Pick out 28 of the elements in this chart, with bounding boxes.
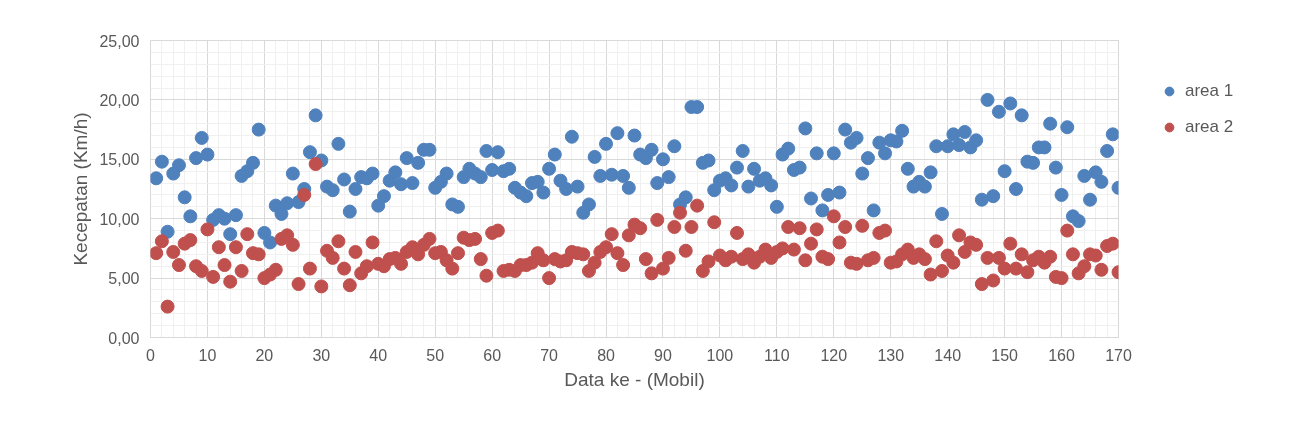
y-tick-label: 0,00 [108,329,140,347]
x-tick-label: 30 [312,346,331,364]
y-axis-title: Kecepatan (Km/h) [70,112,92,266]
x-tick-label: 70 [540,346,559,364]
x-tick-label: 0 [146,346,156,364]
x-axis-title: Data ke - (Mobil) [564,368,705,390]
x-tick-label: 60 [483,346,502,364]
y-tick-label: 20,00 [99,91,140,109]
y-tick-label: 5,00 [108,270,140,288]
legend-label: area 1 [1185,81,1234,101]
x-tick-label: 110 [764,346,790,364]
legend-label: area 2 [1185,117,1234,137]
x-tick-label: 120 [820,346,848,364]
x-tick-label: 40 [369,346,388,364]
x-tick-label: 160 [1048,346,1076,364]
x-tick-label: 90 [654,346,672,364]
x-tick-label: 150 [991,346,1019,364]
x-tick-label: 80 [597,346,616,364]
y-tick-label: 25,00 [99,32,140,50]
x-tick-label: 130 [877,346,905,364]
x-tick-label: 140 [934,346,962,364]
x-tick-label: 20 [255,346,274,364]
y-tick-label: 15,00 [99,151,140,169]
x-tick-label: 10 [198,346,217,364]
x-tick-label: 100 [706,346,734,364]
x-tick-label: 170 [1105,346,1132,364]
x-tick-label: 50 [426,346,445,364]
y-tick-label: 10,00 [99,210,140,228]
